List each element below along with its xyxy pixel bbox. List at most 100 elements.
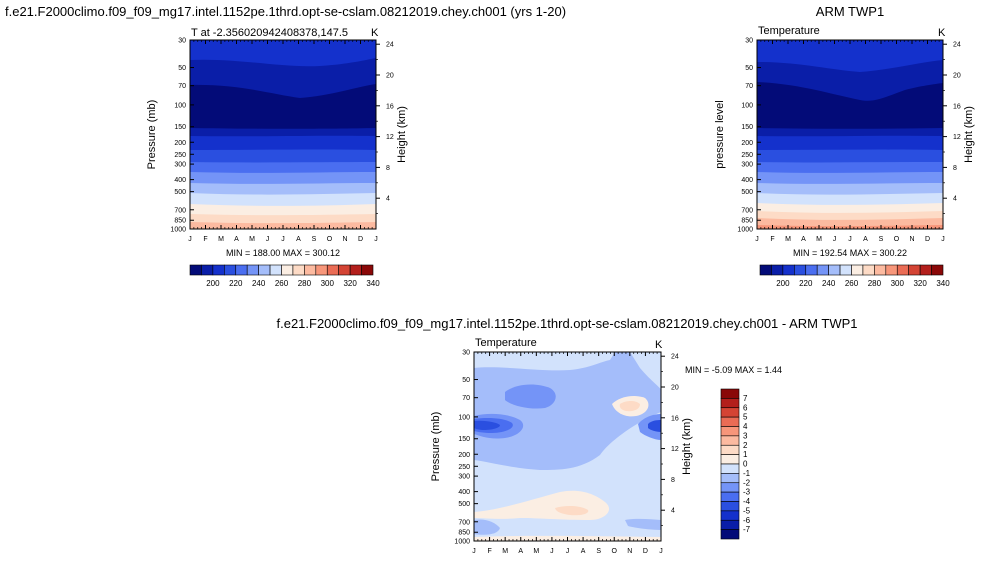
colorbar-box <box>720 463 740 474</box>
colorbar-box <box>720 473 740 484</box>
x-tick-label: O <box>612 548 618 555</box>
colorbar-box <box>361 264 374 276</box>
y-tick-label: 100 <box>174 102 186 109</box>
y-tick-label: 100 <box>741 102 753 109</box>
x-tick-label: J <box>266 236 270 243</box>
panel-model-y2label: Height (km) <box>396 106 408 163</box>
colorbar-box <box>720 510 740 521</box>
y-tick-label: 1000 <box>454 539 470 546</box>
panel-diff-y2label: Height (km) <box>681 418 693 475</box>
panel-model-axes: J F M A M J J A S O N D J 30 50 70 100 150 200 250 300 400 500… <box>170 38 393 244</box>
panel-obs-y2label: Height (km) <box>963 106 975 163</box>
colorbar-label: 340 <box>366 279 380 288</box>
panel-diff-ylabel: Pressure (mb) <box>430 412 442 482</box>
y-tick-label: 850 <box>458 530 470 537</box>
colorbar-label: 0 <box>743 460 748 469</box>
colorbar-box <box>782 264 795 276</box>
y-tick-label: 50 <box>462 377 470 384</box>
y-tick-label: 500 <box>741 189 753 196</box>
colorbar-label: 320 <box>913 279 927 288</box>
colorbar-label: -2 <box>743 478 751 487</box>
panel-diff-contours <box>474 352 661 541</box>
panel-diff-minmax: MIN = -5.09 MAX = 1.44 <box>685 365 782 375</box>
colorbar-label: 6 <box>743 403 748 412</box>
y2-tick-label: 4 <box>671 508 675 515</box>
colorbar-box <box>720 529 740 540</box>
y2-tick-label: 12 <box>671 446 679 453</box>
colorbar-box <box>212 264 225 276</box>
y-tick-label: 150 <box>458 436 470 443</box>
x-tick-label: N <box>627 548 632 555</box>
y-tick-label: 70 <box>178 83 186 90</box>
y-tick-label: 700 <box>741 207 753 214</box>
colorbar-box <box>720 519 740 530</box>
x-tick-label: J <box>848 236 852 243</box>
x-tick-label: N <box>909 236 914 243</box>
contour-band-neg4-left <box>474 420 500 430</box>
colorbar-label: 280 <box>298 279 312 288</box>
colorbar-box <box>862 264 875 276</box>
y2-tick-label: 16 <box>953 103 961 110</box>
colorbar-box <box>896 264 909 276</box>
panel-model: f.e21.F2000climo.f09_f09_mg17.intel.1152… <box>5 4 566 288</box>
colorbar-box <box>839 264 852 276</box>
y-tick-label: 50 <box>178 65 186 72</box>
colorbar-box <box>224 264 237 276</box>
colorbar-box <box>919 264 932 276</box>
colorbar-box <box>720 454 740 465</box>
colorbar-box <box>720 416 740 427</box>
colorbar-box <box>771 264 784 276</box>
y-tick-label: 700 <box>458 519 470 526</box>
x-tick-label: A <box>801 236 806 243</box>
panel-model-contours <box>190 40 376 229</box>
colorbar-label: -7 <box>743 525 751 534</box>
colorbar-label: 200 <box>206 279 220 288</box>
colorbar-box <box>326 264 339 276</box>
y2-tick-label: 20 <box>953 73 961 80</box>
panel-obs-axes: J F M A M J J A S O N D J 30 50 70 100 150 200 250 300 400 500… <box>737 38 960 244</box>
panel-model-colorbar: 200 220 240 260 280 300 320 340 <box>189 264 380 288</box>
colorbar-label: 2 <box>743 441 748 450</box>
panel-diff-title: f.e21.F2000climo.f09_f09_mg17.intel.1152… <box>276 316 857 331</box>
x-tick-label: J <box>833 236 837 243</box>
colorbar-label: 260 <box>275 279 289 288</box>
y-tick-label: 150 <box>174 124 186 131</box>
y-tick-label: 250 <box>741 152 753 159</box>
colorbar-box <box>720 407 740 418</box>
x-tick-label: M <box>218 236 224 243</box>
y2-tick-label: 4 <box>386 196 390 203</box>
colorbar-box <box>338 264 351 276</box>
colorbar-box <box>315 264 328 276</box>
panel-obs-ylabel: pressure level <box>714 100 726 168</box>
contour-band-3 <box>757 82 943 129</box>
panel-model-title: f.e21.F2000climo.f09_f09_mg17.intel.1152… <box>5 4 566 19</box>
x-tick-label: S <box>596 548 601 555</box>
colorbar-box <box>720 444 740 455</box>
y-tick-label: 70 <box>745 83 753 90</box>
colorbar-label: 220 <box>799 279 813 288</box>
y2-tick-label: 8 <box>386 165 390 172</box>
colorbar-label: 280 <box>868 279 882 288</box>
colorbar-label: 7 <box>743 394 748 403</box>
colorbar-box <box>720 491 740 502</box>
colorbar-box <box>851 264 864 276</box>
panel-model-right-string: K <box>371 27 379 39</box>
colorbar-box <box>720 501 740 512</box>
panel-diff-right-string: K <box>655 339 663 351</box>
colorbar-label: -3 <box>743 488 751 497</box>
colorbar-label: -4 <box>743 497 751 506</box>
colorbar-label: 340 <box>936 279 950 288</box>
y-tick-label: 200 <box>741 140 753 147</box>
x-tick-label: M <box>249 236 255 243</box>
colorbar-box <box>874 264 887 276</box>
panel-diff-axes: J F M A M J J A S O N D J 30 50 70 100 150 200 250 300 400 500… <box>454 350 678 556</box>
y2-tick-label: 4 <box>953 196 957 203</box>
x-tick-label: A <box>581 548 586 555</box>
y-tick-label: 300 <box>741 162 753 169</box>
y-tick-label: 150 <box>741 124 753 131</box>
panel-obs-minmax: MIN = 192.54 MAX = 300.22 <box>793 248 907 258</box>
colorbar-box <box>805 264 818 276</box>
y-tick-label: 850 <box>174 218 186 225</box>
y2-tick-label: 12 <box>953 134 961 141</box>
y-tick-label: 400 <box>741 177 753 184</box>
